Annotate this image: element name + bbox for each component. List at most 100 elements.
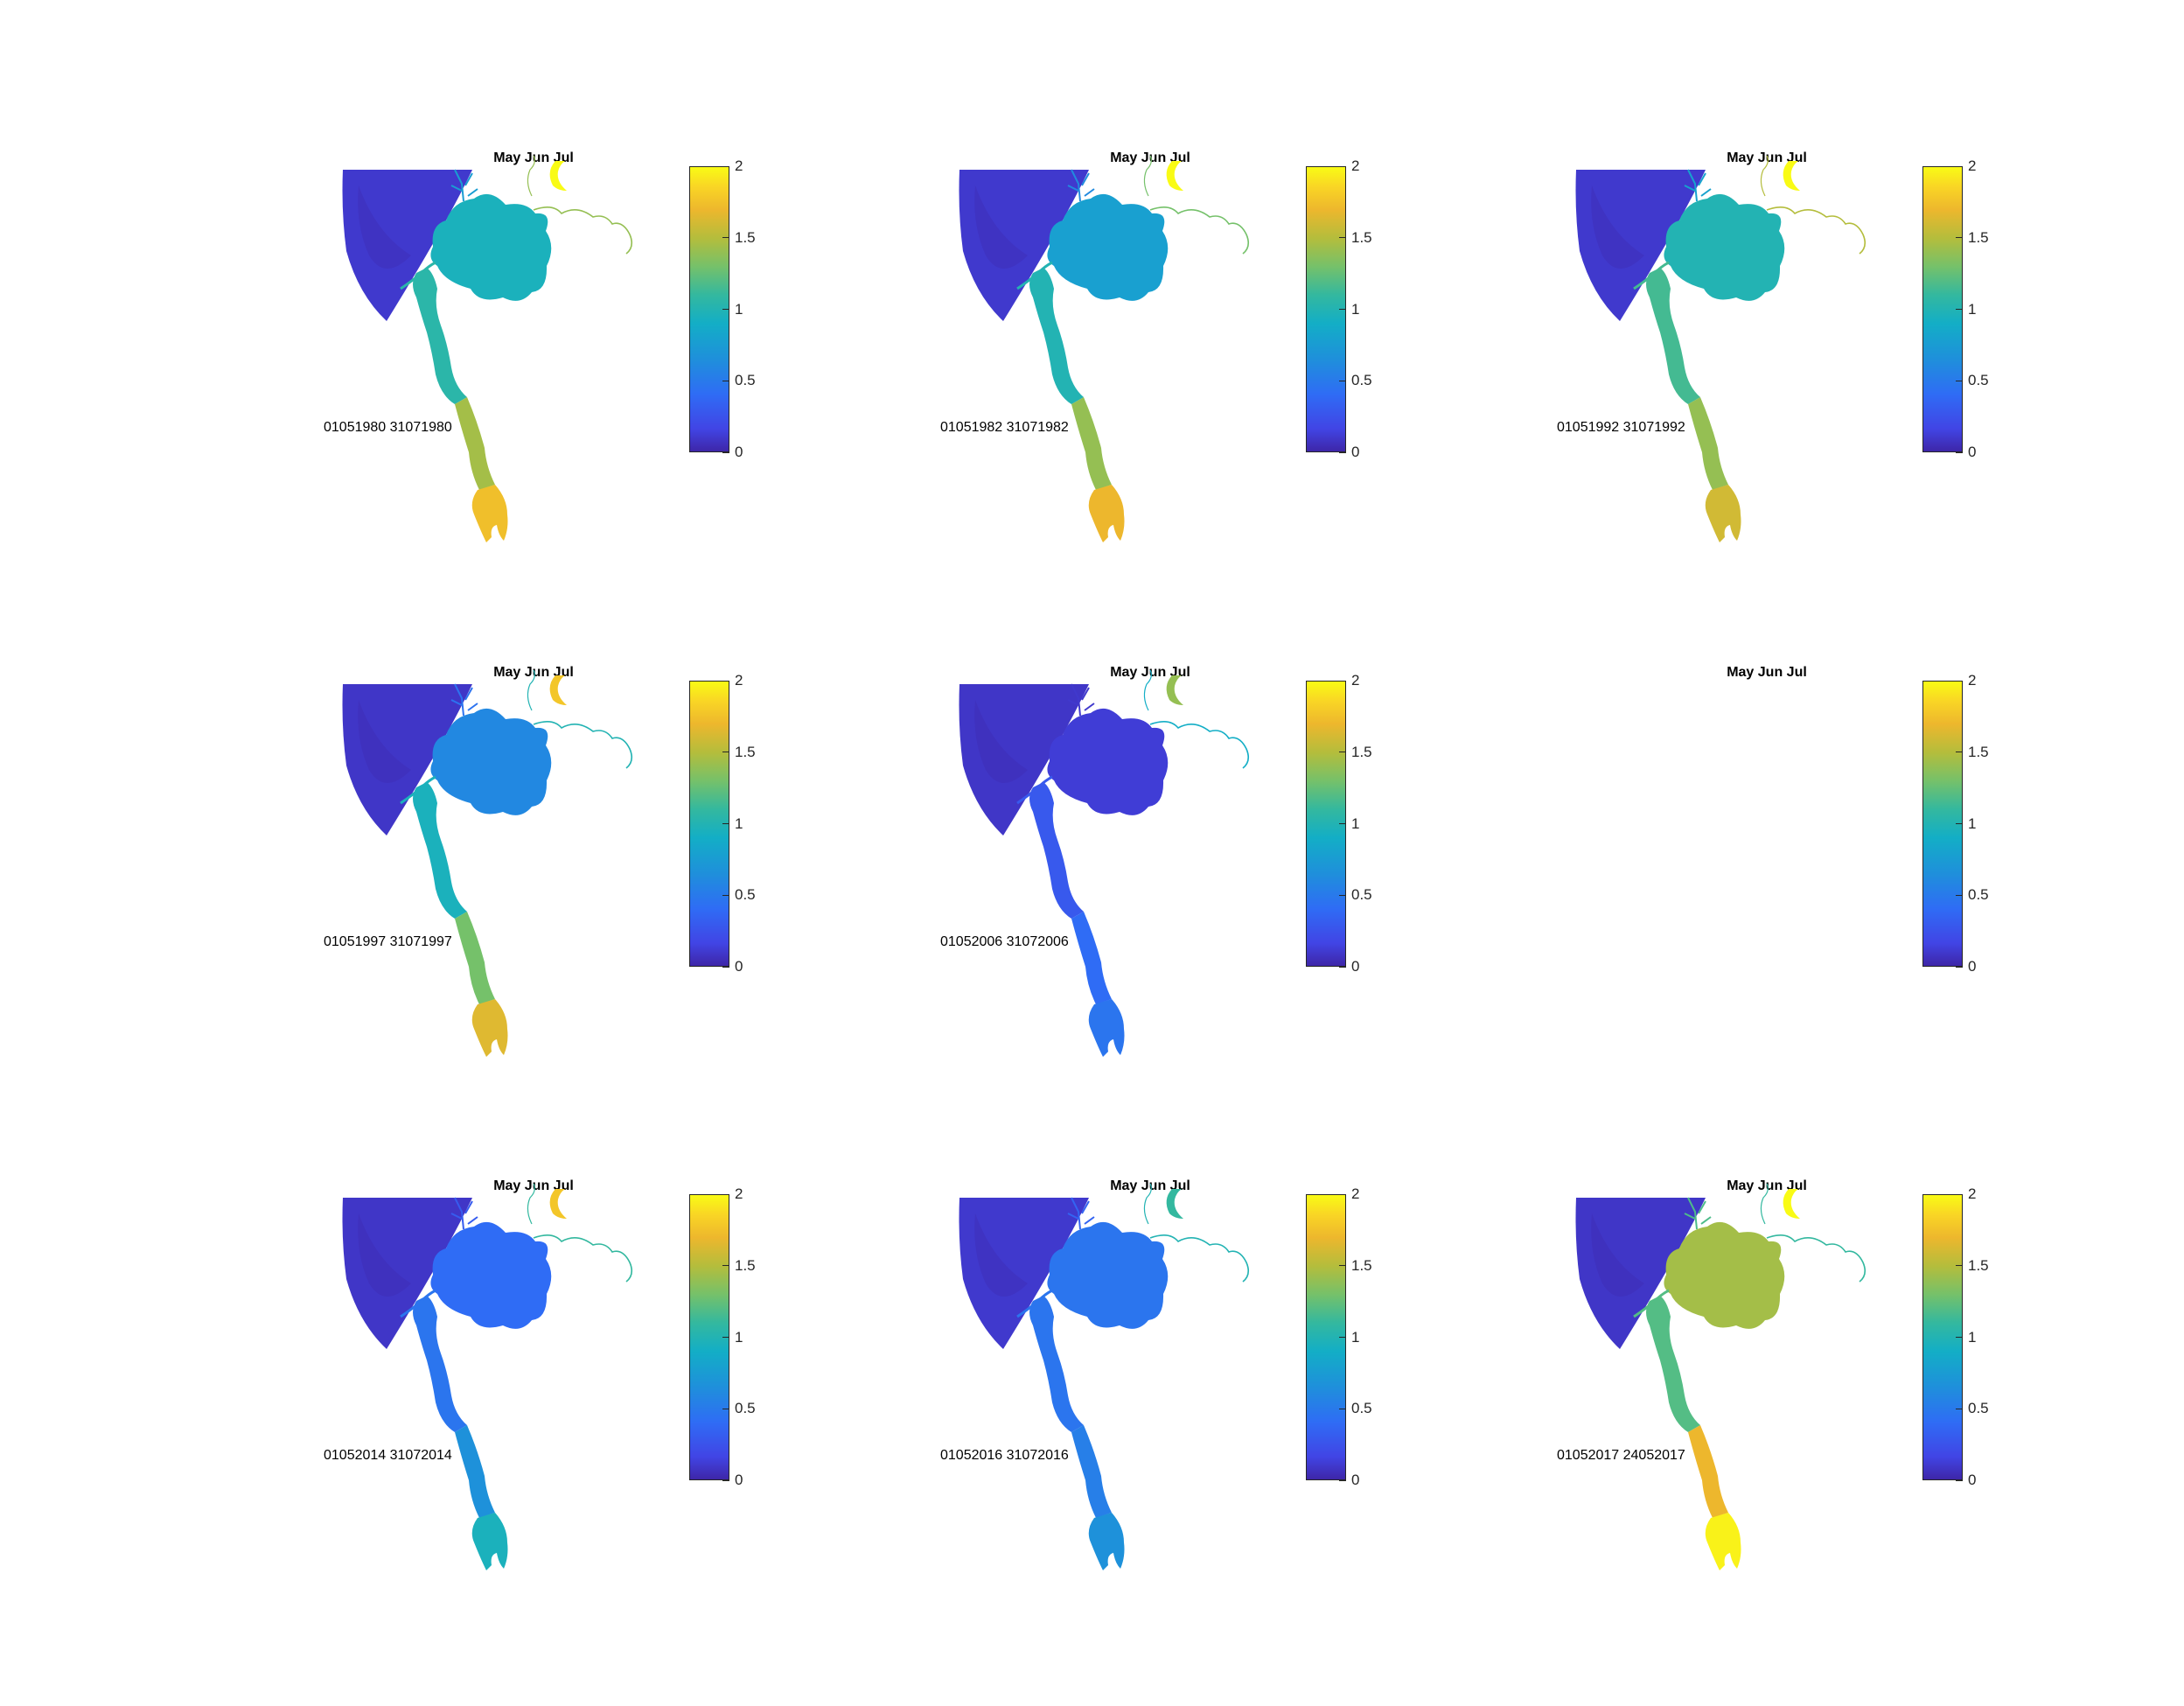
panel-title: May Jun Jul — [493, 150, 574, 165]
colorbar-tick-mark — [1339, 894, 1346, 896]
upper-river-region — [1646, 268, 1700, 404]
colorbar-tick-label: 0 — [1351, 1472, 1360, 1488]
connecting-channel — [400, 261, 436, 290]
connecting-channel — [1016, 1289, 1053, 1318]
colorbar-tick-label: 0 — [1968, 958, 1977, 975]
colorbar-tick-mark — [1339, 966, 1346, 968]
panel-title: May Jun Jul — [1727, 150, 1807, 165]
map-panel: May Jun Jul 01052016 31072016 0 0.5 1 1.5 2 — [940, 1178, 1553, 1668]
river-mouth-region — [1088, 1513, 1125, 1570]
river-mouth-region — [1088, 485, 1125, 542]
colorbar-tick-label: 1 — [735, 1328, 743, 1346]
colorbar-tick-mark — [1339, 451, 1346, 453]
panel-title: May Jun Jul — [1110, 1178, 1190, 1193]
tributary-branch — [1760, 155, 1769, 197]
panel-title: May Jun Jul — [1110, 150, 1190, 165]
colorbar-tick-mark — [722, 309, 729, 310]
lake-region — [1664, 193, 1785, 301]
sea-region — [959, 1198, 1089, 1349]
colorbar-tick-label: 1.5 — [735, 1256, 756, 1274]
crescent-lake — [1166, 1189, 1183, 1219]
estuary-map — [959, 155, 1250, 542]
panel-title: May Jun Jul — [493, 665, 574, 680]
colorbar-tick-mark — [1956, 1193, 1963, 1195]
colorbar-tick-mark — [1956, 451, 1963, 453]
connecting-channel — [1016, 261, 1053, 290]
colorbar-tick-mark — [1956, 1479, 1963, 1481]
sea-region — [959, 170, 1089, 321]
colorbar-tick-label: 1.5 — [1351, 228, 1372, 246]
river-mouth-region — [471, 999, 508, 1057]
colorbar-tick-mark — [1339, 823, 1346, 824]
colorbar-tick-mark — [1339, 165, 1346, 167]
colorbar-tick-mark — [1956, 1265, 1963, 1267]
connecting-channel — [1016, 775, 1053, 805]
crescent-lake — [549, 161, 567, 191]
tributary-branch — [527, 155, 535, 197]
colorbar-tick-label: 1 — [735, 300, 743, 318]
colorbar-tick-mark — [1339, 1193, 1346, 1195]
panel-title: May Jun Jul — [1727, 665, 1807, 680]
colorbar-tick-mark — [1956, 680, 1963, 682]
colorbar-tick-mark — [1956, 894, 1963, 896]
colorbar-tick-label: 2 — [1968, 1185, 1977, 1202]
colorbar-tick-label: 1.5 — [1968, 743, 1989, 760]
delta-channels — [1067, 1197, 1095, 1230]
colorbar-tick-mark — [1339, 237, 1346, 239]
colorbar-tick-label: 1.5 — [1968, 228, 1989, 246]
colorbar-tick-mark — [1339, 1479, 1346, 1481]
upper-river-region — [413, 268, 467, 404]
crescent-lake — [549, 675, 567, 705]
delta-channels — [1067, 169, 1095, 202]
colorbar-tick-mark — [722, 1265, 729, 1267]
colorbar-tick-label: 1 — [1351, 815, 1360, 832]
colorbar-tick-mark — [1956, 237, 1963, 239]
colorbar-tick-label: 0.5 — [1968, 1400, 1989, 1417]
date-range-label: 01051980 31071980 — [324, 420, 452, 435]
sea-shading — [1591, 185, 1644, 269]
lake-region — [1047, 1221, 1169, 1329]
sea-shading — [974, 700, 1028, 783]
colorbar-tick-mark — [1339, 1337, 1346, 1338]
river-mouth-region — [1705, 485, 1741, 542]
colorbar-tick-label: 2 — [1351, 157, 1360, 174]
crescent-lake — [549, 1189, 567, 1219]
colorbar-tick-label: 0.5 — [1351, 1400, 1372, 1417]
colorbar-tick-label: 2 — [735, 157, 743, 174]
colorbar-tick-mark — [1339, 680, 1346, 682]
colorbar-tick-label: 1 — [1968, 1328, 1977, 1346]
colorbar-tick-label: 0.5 — [735, 372, 756, 389]
tributary-river — [533, 206, 633, 255]
lower-river-region — [1071, 912, 1112, 1004]
colorbar-tick-mark — [722, 451, 729, 453]
panel-title: May Jun Jul — [493, 1178, 574, 1193]
connecting-channel — [400, 775, 436, 805]
panel-title: May Jun Jul — [1727, 1178, 1807, 1193]
lower-river-region — [455, 1425, 495, 1518]
colorbar-tick-mark — [1956, 165, 1963, 167]
upper-river-region — [1029, 782, 1084, 919]
colorbar-tick-label: 0 — [1968, 444, 1977, 460]
colorbar-tick-mark — [722, 1193, 729, 1195]
sea-region — [342, 170, 472, 321]
colorbar-tick-label: 0.5 — [1351, 886, 1372, 904]
colorbar-tick-label: 0 — [1351, 444, 1360, 460]
map-panel: May Jun Jul 01052014 31072014 0 0.5 1 1.5 2 — [324, 1178, 936, 1668]
colorbar-tick-mark — [1339, 309, 1346, 310]
colorbar-tick-label: 1 — [1351, 1328, 1360, 1346]
colorbar-tick-mark — [1339, 1265, 1346, 1267]
colorbar-tick-label: 2 — [1351, 1185, 1360, 1202]
colorbar-tick-label: 0 — [735, 958, 743, 975]
estuary-map — [959, 1183, 1250, 1570]
colorbar-tick-label: 0.5 — [1968, 886, 1989, 904]
upper-river-region — [1646, 1296, 1700, 1432]
sea-region — [959, 684, 1089, 836]
sea-shading — [358, 1213, 411, 1297]
tributary-river — [533, 721, 633, 769]
estuary-map — [1575, 155, 1867, 542]
colorbar-tick-label: 0 — [1968, 1472, 1977, 1488]
lower-river-region — [1688, 1425, 1728, 1518]
map-panel: May Jun Jul 01051982 31071982 0 0.5 1 1.5 2 — [940, 150, 1553, 640]
date-range-label: 01052016 31072016 — [940, 1448, 1069, 1463]
